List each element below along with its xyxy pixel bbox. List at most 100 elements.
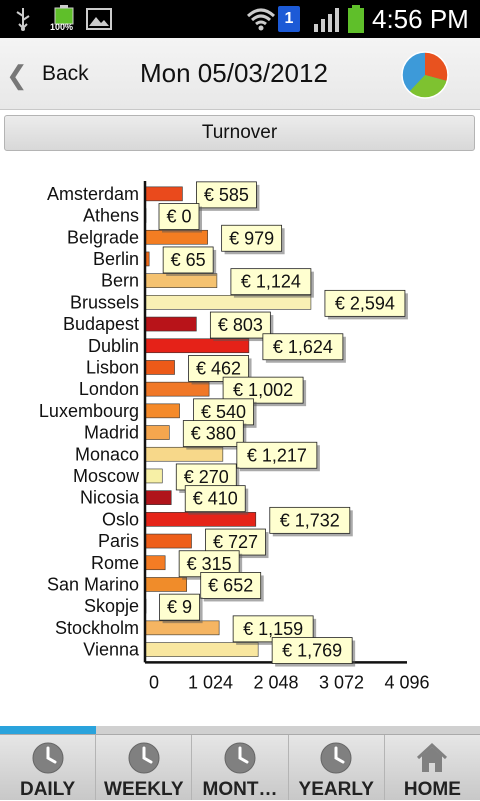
page-title: Mon 05/03/2012 (140, 58, 328, 88)
data-label: € 9 (159, 593, 203, 624)
bar-budapest (144, 316, 197, 332)
category-label: Nicosia (80, 488, 140, 508)
data-label: € 462 (188, 355, 252, 385)
nav-label-daily: DAILY (19, 779, 76, 800)
data-label-text: € 540 (201, 402, 246, 422)
data-label-box (271, 637, 353, 664)
nav-monthly[interactable]: MONT… (192, 735, 289, 800)
category-label: Dublin (88, 336, 139, 356)
clock-icon (320, 742, 352, 774)
x-tick-label: 1 024 (188, 672, 233, 692)
nav-label-yearly: YEARLY (298, 779, 374, 800)
clock-icon (224, 742, 256, 774)
notification-icon: 1 (278, 6, 300, 32)
data-label-text: € 9 (167, 597, 192, 617)
nav-weekly[interactable]: WEEKLY (96, 735, 193, 800)
data-label-text: € 410 (193, 489, 238, 509)
x-tick-label: 2 048 (253, 672, 298, 692)
bar-rome (144, 555, 166, 571)
category-label: Paris (98, 531, 139, 551)
data-label-box (221, 224, 283, 252)
category-label: Amsterdam (47, 184, 139, 204)
data-label-text: € 979 (229, 228, 274, 248)
data-label-box (182, 420, 244, 447)
data-label: € 585 (196, 181, 260, 211)
bar-san-marino (144, 577, 188, 592)
nav-label-home: HOME (403, 779, 461, 800)
nav-home[interactable]: HOME (385, 735, 480, 800)
nav-label-weekly: WEEKLY (104, 779, 184, 800)
data-label-box (188, 355, 249, 382)
data-label-text: € 1,769 (282, 641, 342, 661)
data-label: € 803 (209, 311, 274, 342)
header-bar: ❮ Back Mon 05/03/2012 (0, 38, 480, 110)
data-label-box (184, 485, 246, 513)
nav-yearly[interactable]: YEARLY (289, 735, 385, 800)
chevron-left-icon[interactable]: ❮ (6, 60, 28, 90)
wifi-icon (246, 8, 276, 31)
bar-nicosia (144, 490, 172, 505)
usb-icon (16, 8, 30, 31)
status-time: 4:56 PM (372, 4, 469, 34)
clock-icon (128, 742, 160, 774)
data-label: € 1,769 (271, 637, 356, 667)
bar-lisbon (144, 360, 175, 375)
bar-madrid (144, 425, 170, 440)
category-label: Moscow (73, 466, 140, 486)
page-progress-track (0, 726, 480, 734)
nav-daily[interactable]: DAILY (0, 735, 97, 800)
pie-chart-icon[interactable] (400, 50, 450, 100)
category-label: Luxembourg (39, 401, 139, 421)
category-label: Madrid (84, 423, 139, 443)
data-label-text: € 0 (166, 207, 191, 227)
data-label: € 979 (221, 224, 285, 255)
bar-chart-svg: AmsterdamAthensBelgradeBerlinBernBrussel… (39, 181, 430, 692)
clock-icon (32, 742, 64, 774)
data-label-box (209, 311, 271, 339)
category-label: Vienna (83, 640, 140, 660)
data-label: € 1,217 (236, 441, 320, 472)
category-label: Budapest (63, 314, 139, 334)
data-label-text: € 585 (204, 185, 249, 205)
category-label: Lisbon (86, 357, 139, 377)
data-label-text: € 727 (213, 532, 258, 552)
data-label-box (158, 203, 200, 230)
data-label-text: € 1,124 (241, 272, 301, 292)
category-label: Stockholm (55, 618, 139, 638)
data-label: € 1,124 (230, 268, 314, 298)
x-tick-label: 4 096 (384, 672, 429, 692)
data-label: € 1,732 (269, 506, 353, 537)
category-label: Bern (101, 271, 139, 291)
data-label: € 1,624 (262, 333, 346, 363)
data-label: € 2,594 (324, 289, 408, 320)
data-label: € 410 (184, 485, 249, 515)
battery-charging-icon (54, 5, 74, 25)
data-label-text: € 462 (196, 358, 241, 378)
category-label: San Marino (47, 574, 139, 594)
data-label-box (200, 572, 262, 599)
section-header-turnover: Turnover (4, 115, 475, 151)
data-label-text: € 652 (208, 575, 253, 595)
category-label: Oslo (102, 509, 139, 529)
data-label-text: € 270 (184, 467, 229, 487)
category-label: London (79, 379, 139, 399)
category-label: Rome (91, 553, 139, 573)
data-label-box (162, 246, 214, 274)
data-label-box (324, 289, 406, 317)
category-label: Berlin (93, 249, 139, 269)
data-label: € 65 (162, 246, 217, 276)
data-label: € 380 (182, 420, 247, 450)
back-button[interactable]: Back (42, 62, 89, 85)
data-label-box (230, 268, 312, 296)
category-label: Brussels (70, 292, 139, 312)
data-label-text: € 1,217 (247, 445, 307, 465)
data-label-text: € 1,732 (280, 510, 340, 530)
category-label: Athens (83, 206, 139, 226)
page-progress-fill (0, 726, 96, 734)
data-label: € 652 (200, 572, 264, 602)
bar-paris (144, 533, 192, 549)
data-label-text: € 315 (187, 554, 232, 574)
data-label-text: € 2,594 (335, 293, 395, 313)
home-icon (417, 742, 448, 772)
turnover-chart: Amsterdam Athens Belgrade Berlin Bern Brussel… (2, 156, 478, 718)
